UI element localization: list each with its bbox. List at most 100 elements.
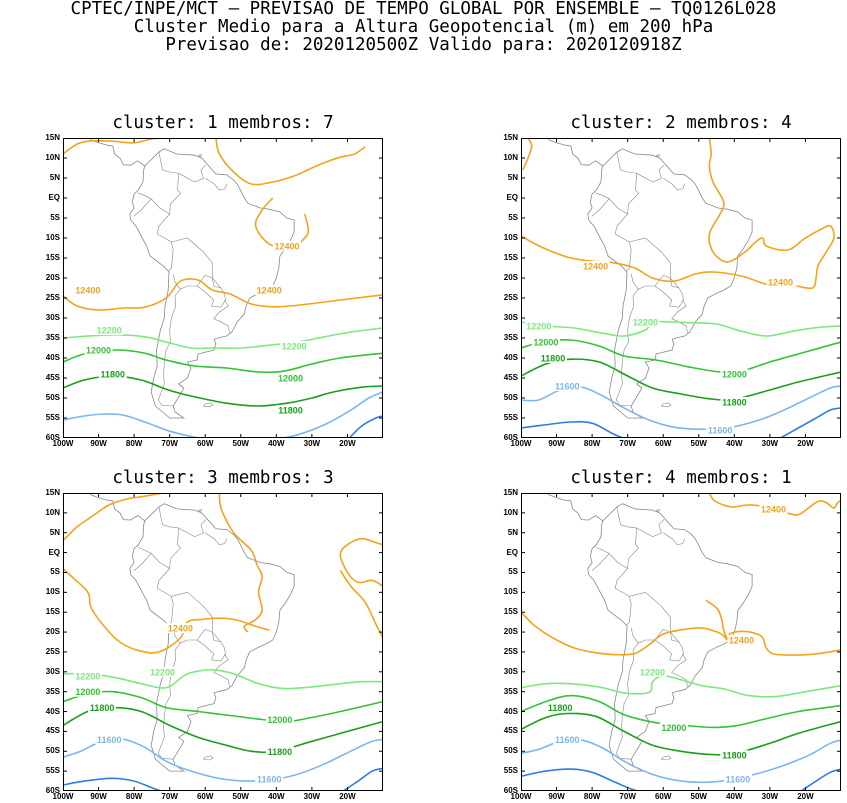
country-border bbox=[663, 177, 685, 191]
contour-12400 bbox=[63, 278, 383, 311]
lat-label: 20S bbox=[45, 273, 60, 282]
lat-label: 40S bbox=[45, 353, 60, 362]
lat-label: 30S bbox=[503, 666, 518, 676]
figure-header: CPTEC/INPE/MCT — PREVISAO DE TEMPO GLOBA… bbox=[0, 0, 847, 54]
island-outline bbox=[202, 755, 214, 761]
contour-label-bg bbox=[276, 373, 305, 383]
central-america-coastline bbox=[88, 493, 146, 522]
contour-label-bg bbox=[73, 285, 102, 295]
country-border bbox=[213, 653, 230, 687]
country-border bbox=[671, 653, 688, 687]
contour-12400 bbox=[218, 493, 263, 633]
lat-label: EQ bbox=[48, 193, 60, 202]
contour-label: 12200 bbox=[150, 667, 175, 677]
contour-12400 bbox=[708, 493, 841, 516]
lon-label: 40W bbox=[268, 792, 285, 801]
country-border bbox=[157, 643, 181, 760]
lat-label: 35S bbox=[45, 686, 60, 696]
contour-label: 12000 bbox=[86, 346, 111, 356]
lon-label: 20W bbox=[339, 439, 356, 448]
contour-11600 bbox=[521, 738, 841, 784]
lat-label: 60S bbox=[503, 786, 518, 795]
lat-label: 20S bbox=[45, 627, 60, 637]
country-border bbox=[156, 213, 174, 272]
map-canvas: 12400 12400 12200 11800 12000 11600 11800 11600 bbox=[521, 493, 841, 791]
lat-label: 35S bbox=[503, 333, 518, 342]
lon-label: 40W bbox=[726, 439, 743, 448]
contour-label: 12000 bbox=[278, 374, 303, 384]
country-border bbox=[171, 591, 213, 644]
contour-11400 bbox=[348, 415, 383, 438]
island-outline bbox=[202, 402, 214, 408]
lon-label: 60W bbox=[654, 792, 672, 801]
lat-label: EQ bbox=[506, 547, 518, 557]
lon-label: 90W bbox=[548, 792, 565, 801]
country-border bbox=[137, 151, 182, 215]
contour-label-bg bbox=[73, 686, 102, 697]
lat-label: 5S bbox=[50, 213, 60, 222]
contour-label-bg bbox=[276, 405, 305, 415]
contour-label-bg bbox=[166, 623, 195, 634]
lat-label: 50S bbox=[503, 393, 518, 402]
lat-label: 45S bbox=[503, 726, 518, 736]
lat-label: 55S bbox=[45, 413, 60, 422]
lat-label: 10S bbox=[503, 587, 518, 597]
contour-label-bg bbox=[553, 381, 582, 391]
country-border bbox=[156, 568, 174, 626]
contour-label: 12000 bbox=[722, 370, 747, 380]
contour-12400 bbox=[215, 138, 366, 186]
map-panel-3: 12400 12200 12200 12000 12000 11800 11800 11600… bbox=[63, 493, 383, 791]
country-border bbox=[137, 506, 182, 570]
lat-label: 5S bbox=[50, 567, 60, 577]
country-border bbox=[205, 532, 227, 546]
contour-11400 bbox=[521, 768, 641, 791]
lat-label: 30S bbox=[45, 313, 60, 322]
country-border bbox=[670, 632, 679, 643]
island-outline bbox=[197, 154, 203, 158]
lat-label: 25S bbox=[45, 646, 60, 656]
country-border bbox=[157, 289, 181, 407]
lat-label: 45S bbox=[45, 726, 60, 736]
contour-12400 bbox=[705, 599, 841, 656]
country-border bbox=[636, 519, 665, 538]
contour-label: 11800 bbox=[90, 703, 115, 713]
contour-11400 bbox=[778, 407, 841, 438]
lon-label: 100W bbox=[52, 792, 74, 801]
contour-label: 11600 bbox=[708, 426, 733, 436]
contour-label: 11800 bbox=[722, 751, 747, 761]
lat-label: 15S bbox=[45, 253, 60, 262]
lon-label: 20W bbox=[797, 792, 814, 801]
contour-label: 12400 bbox=[768, 278, 793, 288]
lat-label: 15S bbox=[45, 607, 60, 617]
contour-label: 12200 bbox=[75, 671, 100, 681]
island-outline bbox=[655, 154, 661, 158]
contour-label-bg bbox=[255, 774, 284, 785]
country-border bbox=[212, 277, 221, 289]
contour-12400 bbox=[521, 235, 781, 287]
contour-12400 bbox=[339, 570, 383, 639]
map-panel-1: 12400 12400 12400 12200 12200 12000 12000 11800… bbox=[63, 138, 383, 438]
map-frame bbox=[521, 493, 841, 791]
contour-label-bg bbox=[265, 746, 294, 757]
contour-label-bg bbox=[638, 666, 667, 677]
contour-label-bg bbox=[84, 345, 113, 355]
contour-label-bg bbox=[95, 325, 124, 335]
contour-label: 11800 bbox=[548, 703, 573, 713]
lat-label: 60S bbox=[45, 786, 60, 795]
contour-label: 11600 bbox=[555, 735, 580, 745]
lat-label: 50S bbox=[45, 746, 60, 756]
lon-label: 50W bbox=[690, 439, 707, 448]
country-border bbox=[178, 164, 207, 183]
lat-label: 5S bbox=[508, 213, 518, 222]
contour-label-bg bbox=[581, 261, 610, 271]
country-border bbox=[171, 237, 213, 290]
map-canvas: 12400 12400 12400 12200 12200 12000 12000 11800… bbox=[63, 138, 383, 438]
lat-label: 45S bbox=[503, 373, 518, 382]
contour-label-bg bbox=[273, 241, 301, 251]
country-border bbox=[615, 643, 639, 760]
map-canvas: 12400 12200 12200 12000 12000 11800 11800 11600… bbox=[63, 493, 383, 791]
lon-label: 70W bbox=[619, 792, 636, 801]
lon-label: 70W bbox=[161, 439, 178, 448]
country-border bbox=[654, 631, 684, 662]
header-line-2: Cluster Medio para a Altura Geopotencial… bbox=[133, 17, 714, 37]
